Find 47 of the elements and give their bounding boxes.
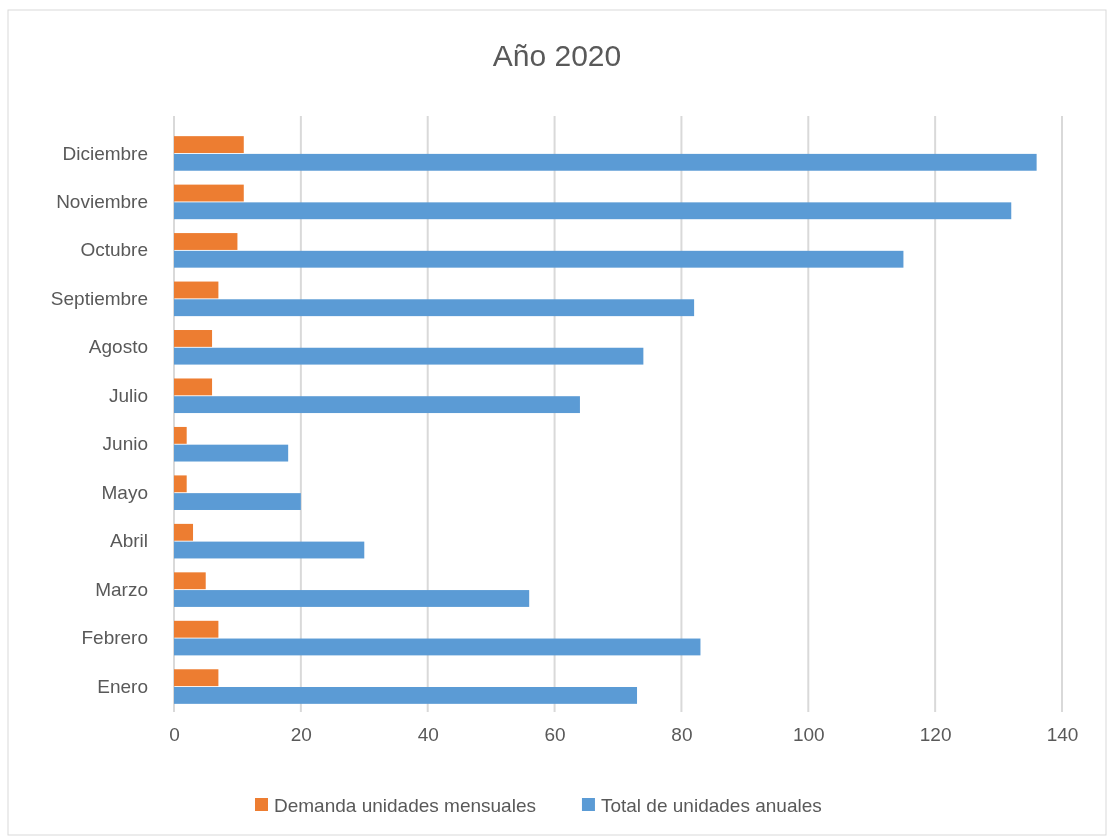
x-tick-label: 40 <box>417 724 439 746</box>
bar <box>174 590 530 607</box>
bar <box>174 426 187 444</box>
x-tick-label: 140 <box>1046 724 1079 746</box>
bar <box>174 378 213 396</box>
bar <box>174 669 219 687</box>
bar <box>174 250 904 268</box>
bar <box>174 523 194 541</box>
y-tick-label: Enero <box>97 675 148 697</box>
y-tick-label: Agosto <box>88 336 148 358</box>
x-tick-label: 0 <box>169 724 180 746</box>
bar <box>174 233 238 250</box>
y-tick-label: Diciembre <box>62 142 148 164</box>
bar <box>174 136 244 153</box>
bar <box>174 347 644 365</box>
y-tick-label: Junio <box>102 433 148 455</box>
bar <box>174 687 638 704</box>
legend-label: Demanda unidades mensuales <box>274 794 536 816</box>
x-tick-label: 100 <box>792 724 825 746</box>
x-tick-label: 20 <box>290 724 312 746</box>
bar <box>174 572 206 590</box>
bar <box>174 444 289 462</box>
bar <box>174 638 701 656</box>
y-tick-label: Marzo <box>95 578 148 600</box>
bar <box>174 620 219 638</box>
y-tick-label: Julio <box>108 384 148 406</box>
y-tick-label: Abril <box>109 530 148 552</box>
bar <box>174 299 695 317</box>
bar <box>174 184 244 202</box>
bar <box>174 153 1037 171</box>
y-tick-label: Febrero <box>81 627 148 649</box>
y-tick-label: Noviembre <box>56 190 148 212</box>
bar <box>174 475 187 493</box>
y-tick-label: Octubre <box>80 239 148 261</box>
bar <box>174 541 365 559</box>
bar <box>174 330 213 347</box>
bar <box>174 493 301 510</box>
bar <box>174 396 580 414</box>
x-tick-label: 80 <box>671 724 693 746</box>
y-tick-label: Mayo <box>101 481 148 503</box>
x-tick-label: 120 <box>919 724 952 746</box>
x-tick-label: 60 <box>544 724 566 746</box>
legend-label: Total de unidades anuales <box>600 794 822 816</box>
chart-title: Año 2020 <box>492 39 622 72</box>
y-tick-label: Septiembre <box>50 287 148 309</box>
bar <box>174 202 1012 220</box>
bar <box>174 281 219 299</box>
